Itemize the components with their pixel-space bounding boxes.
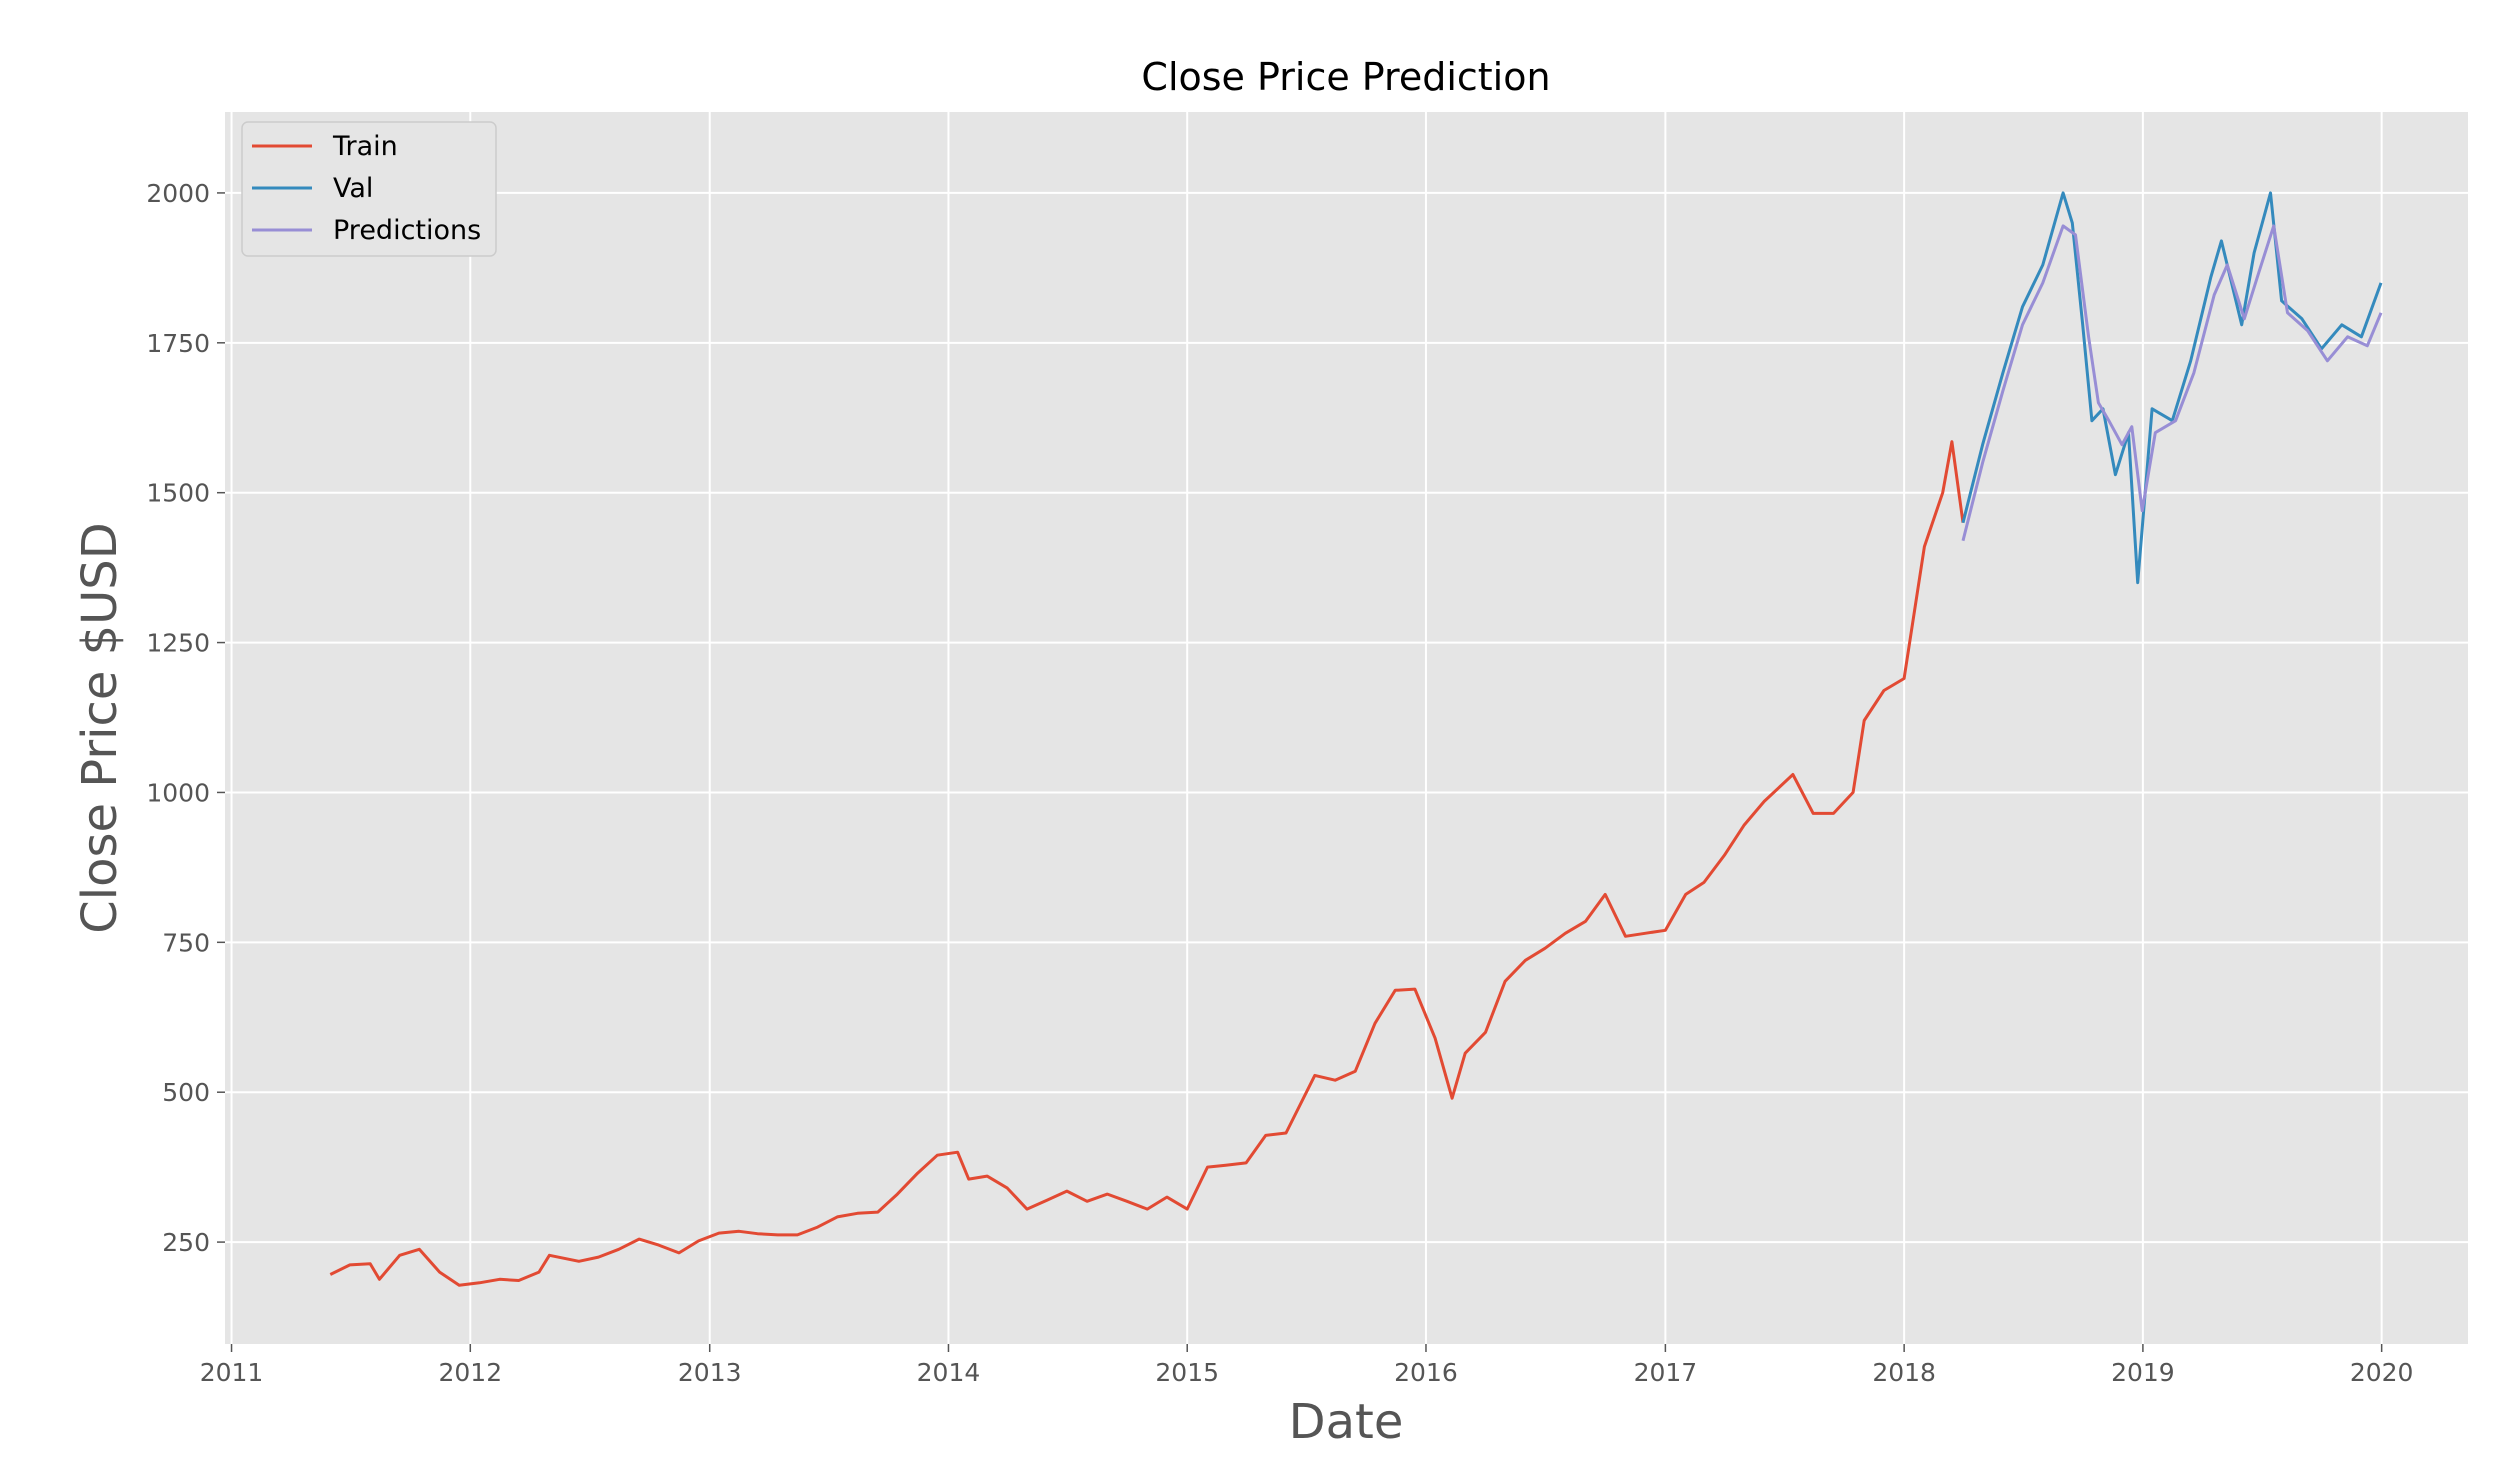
legend-label-train: Train: [332, 131, 398, 162]
x-tick-label-2011: 2011: [200, 1358, 264, 1387]
y-tick-label-250: 250: [162, 1228, 210, 1257]
series-line-val: [1961, 191, 2383, 585]
y-axis-ticks: 250 500 750 1000 1250 1500 1750 2000: [146, 179, 225, 1257]
x-tick-label-2020: 2020: [2350, 1358, 2414, 1387]
legend-box: [241, 121, 497, 257]
y-tick-label-750: 750: [162, 928, 210, 957]
x-tick-label-2015: 2015: [1155, 1358, 1219, 1387]
y-tick-label-1250: 1250: [146, 629, 210, 658]
y-tick-label-1000: 1000: [146, 778, 210, 807]
x-tick-label-2012: 2012: [438, 1358, 502, 1387]
x-tick-label-2013: 2013: [678, 1358, 742, 1387]
legend-label-val: Val: [333, 173, 373, 204]
x-tick-label-2017: 2017: [1634, 1358, 1698, 1387]
x-tick-label-2019: 2019: [2111, 1358, 2175, 1387]
legend: Train Val Predictions: [241, 121, 497, 257]
y-tick-label-1500: 1500: [146, 479, 210, 508]
y-tick-label-2000: 2000: [146, 179, 210, 208]
series-line-train: [329, 440, 1965, 1287]
y-tick-label-500: 500: [162, 1078, 210, 1107]
series-layer: [329, 191, 2383, 1287]
chart-title: Close Price Prediction: [1141, 55, 1550, 99]
grid-lines: [225, 112, 2468, 1344]
series-line-predictions: [1961, 224, 2383, 542]
x-axis-ticks: 2011 2012 2013 2014 2015 2016 2017 2018 2019 2020: [200, 1344, 2414, 1387]
plot-area: [225, 112, 2468, 1344]
legend-label-predictions: Predictions: [333, 215, 481, 246]
x-tick-label-2018: 2018: [1872, 1358, 1936, 1387]
x-tick-label-2014: 2014: [917, 1358, 981, 1387]
x-tick-label-2016: 2016: [1394, 1358, 1458, 1387]
y-axis-title: Close Price $USD: [72, 522, 128, 933]
y-tick-label-1750: 1750: [146, 329, 210, 358]
x-axis-title: Date: [1289, 1394, 1404, 1450]
